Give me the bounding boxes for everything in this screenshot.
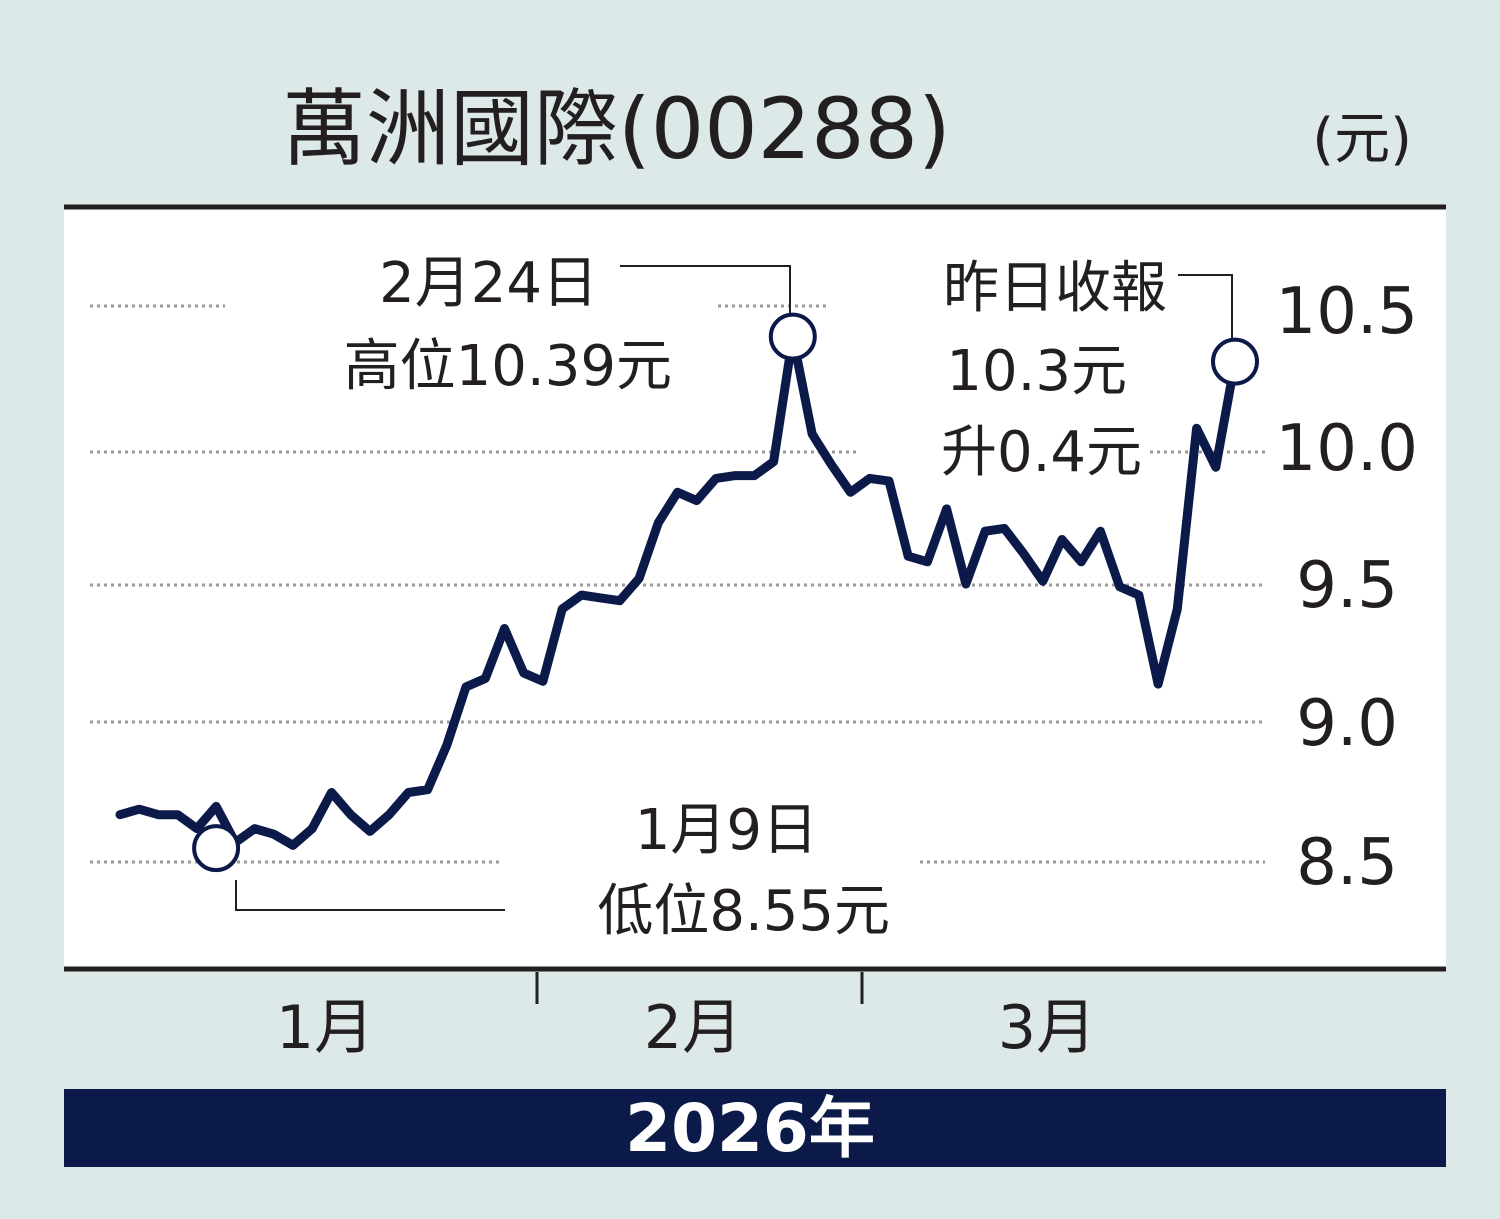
y-tick-label: 10.5 <box>1276 275 1419 349</box>
y-tick-label: 9.5 <box>1296 549 1398 623</box>
high-value-label: 高位10.39元 <box>344 334 672 399</box>
unit-label: (元) <box>1312 107 1412 172</box>
low-date-label: 1月9日 <box>635 798 818 863</box>
high-marker <box>768 312 817 361</box>
last-price-label: 10.3元 <box>946 339 1127 404</box>
last-change-label: 升0.4元 <box>941 420 1142 485</box>
high-leader-line <box>620 265 791 328</box>
chart-title: 萬洲國際(00288) <box>282 80 951 178</box>
x-month-label: 2月 <box>644 993 742 1063</box>
y-tick-label: 10.0 <box>1276 412 1419 486</box>
y-tick-label: 8.5 <box>1296 826 1398 900</box>
price-line <box>115 332 1240 850</box>
last-leader-line <box>1178 274 1233 340</box>
low-leader-line <box>235 880 505 911</box>
last-close-marker <box>1211 337 1259 386</box>
series-layer <box>115 312 1259 873</box>
high-date-label: 2月24日 <box>379 251 598 316</box>
x-month-label: 3月 <box>998 993 1096 1063</box>
last-title-label: 昨日收報 <box>943 256 1167 321</box>
low-value-label: 低位8.55元 <box>597 879 890 944</box>
x-month-label: 1月 <box>276 993 374 1063</box>
year-label: 2026年 <box>625 1090 875 1167</box>
year-bar <box>64 1089 1446 1167</box>
y-tick-label: 9.0 <box>1296 687 1398 761</box>
low-marker <box>192 824 241 873</box>
